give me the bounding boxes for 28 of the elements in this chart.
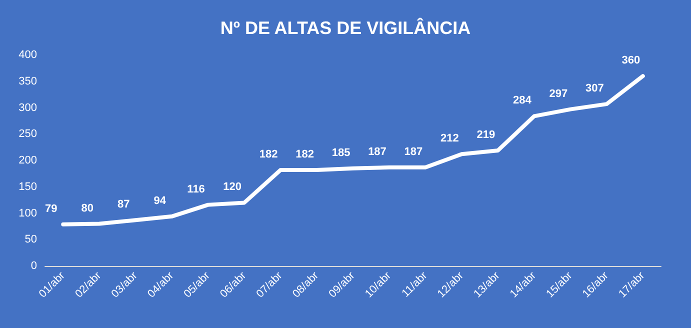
chart-title: Nº DE ALTAS DE VIGILÂNCIA [220,17,471,38]
line-series [61,74,645,226]
y-tick-label: 0 [30,260,37,272]
data-label: 187 [368,146,386,158]
data-label: 80 [81,202,94,214]
data-label: 187 [404,146,423,158]
data-label: 219 [476,128,496,141]
y-tick-label: 250 [18,128,37,140]
data-label: 182 [296,148,314,160]
y-tick-label: 200 [18,154,37,166]
data-label: 120 [223,181,242,194]
data-label: 212 [440,132,459,145]
y-tick-label: 300 [18,102,37,114]
y-tick-label: 150 [18,180,37,193]
y-tick-label: 350 [18,75,37,88]
data-label: 79 [44,202,58,215]
data-label: 185 [332,146,350,159]
data-label: 307 [585,82,604,95]
data-label: 87 [117,198,130,211]
y-tick-label: 100 [18,207,37,220]
y-tick-label: 50 [24,234,37,246]
data-label: 116 [187,183,205,196]
data-label: 297 [549,88,568,100]
y-tick-label: 400 [18,49,37,61]
data-label: 284 [512,94,532,107]
data-label: 182 [259,148,278,160]
data-label: 360 [622,54,640,67]
data-label: 94 [154,194,167,207]
